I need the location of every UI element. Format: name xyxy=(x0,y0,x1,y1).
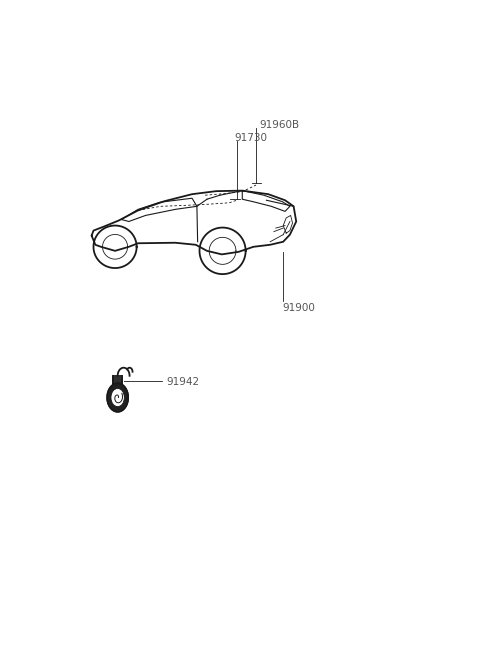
Text: 91960B: 91960B xyxy=(259,120,299,130)
Text: 91900: 91900 xyxy=(282,302,315,313)
Circle shape xyxy=(111,388,124,407)
Polygon shape xyxy=(107,384,128,412)
Text: 91730: 91730 xyxy=(234,133,267,143)
Text: 91942: 91942 xyxy=(166,377,199,388)
